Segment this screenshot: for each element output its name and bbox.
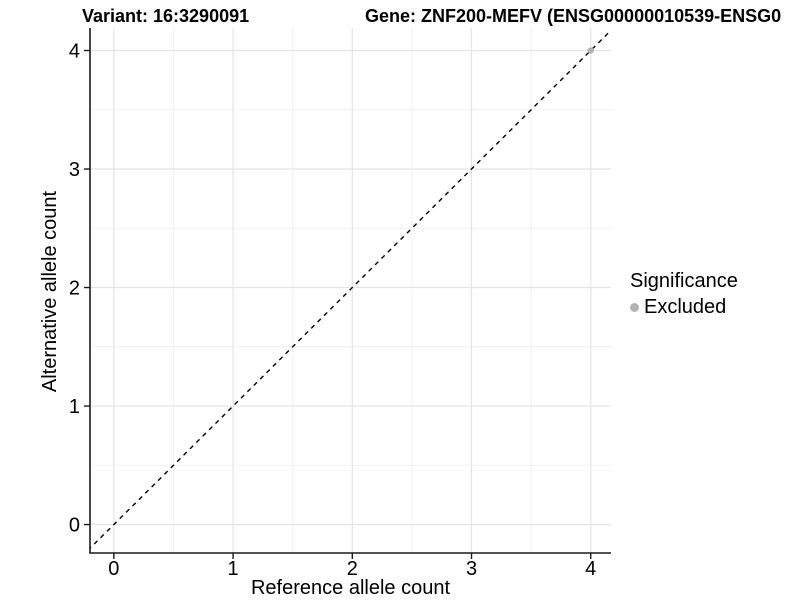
major-gridlines — [90, 28, 611, 553]
svg-text:4: 4 — [585, 558, 596, 580]
svg-text:1: 1 — [228, 558, 239, 580]
tick-marks — [84, 49, 592, 559]
svg-text:3: 3 — [466, 558, 477, 580]
axis-lines — [89, 28, 611, 554]
identity-line — [90, 29, 611, 550]
excluded-point-icon — [630, 303, 639, 312]
minor-gridlines — [90, 28, 611, 553]
variant-title: Variant: 16:3290091 — [82, 6, 250, 26]
svg-text:0: 0 — [69, 515, 80, 537]
data-point — [587, 47, 594, 54]
legend-entry-label: Excluded — [644, 296, 727, 318]
y-axis-title: Alternative allele count — [39, 190, 61, 393]
svg-text:3: 3 — [69, 159, 80, 181]
svg-text:2: 2 — [69, 278, 80, 300]
series-excluded — [587, 47, 594, 54]
svg-text:4: 4 — [69, 41, 80, 63]
legend: Significance Excluded — [630, 270, 738, 319]
svg-text:0: 0 — [108, 558, 119, 580]
x-tick-labels: 0 1 2 3 4 — [108, 558, 596, 580]
y-tick-labels: 0 1 2 3 4 — [69, 41, 80, 537]
svg-text:2: 2 — [347, 558, 358, 580]
svg-text:1: 1 — [69, 396, 80, 418]
gene-title: Gene: ZNF200-MEFV (ENSG00000010539-ENSG0 — [365, 6, 782, 26]
legend-entry-excluded: Excluded — [630, 296, 738, 319]
legend-title: Significance — [630, 270, 738, 292]
x-axis-title: Reference allele count — [250, 577, 450, 599]
